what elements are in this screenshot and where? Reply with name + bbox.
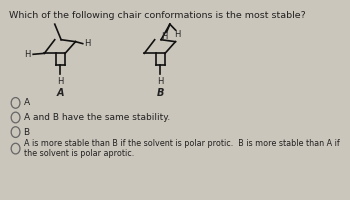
Text: A: A (57, 88, 64, 98)
Text: H: H (157, 77, 163, 86)
Text: A is more stable than B if the solvent is polar protic.  B is more stable than A: A is more stable than B if the solvent i… (23, 139, 339, 158)
Text: B: B (23, 128, 30, 137)
Text: H: H (57, 77, 63, 86)
Text: Which of the following chair conformations is the most stable?: Which of the following chair conformatio… (9, 11, 306, 20)
Text: B: B (156, 88, 164, 98)
Text: H: H (161, 32, 167, 41)
Text: H: H (174, 30, 180, 39)
Text: H: H (25, 50, 31, 59)
Text: A and B have the same stability.: A and B have the same stability. (23, 113, 170, 122)
Text: H: H (84, 39, 91, 48)
Text: A: A (23, 98, 30, 107)
